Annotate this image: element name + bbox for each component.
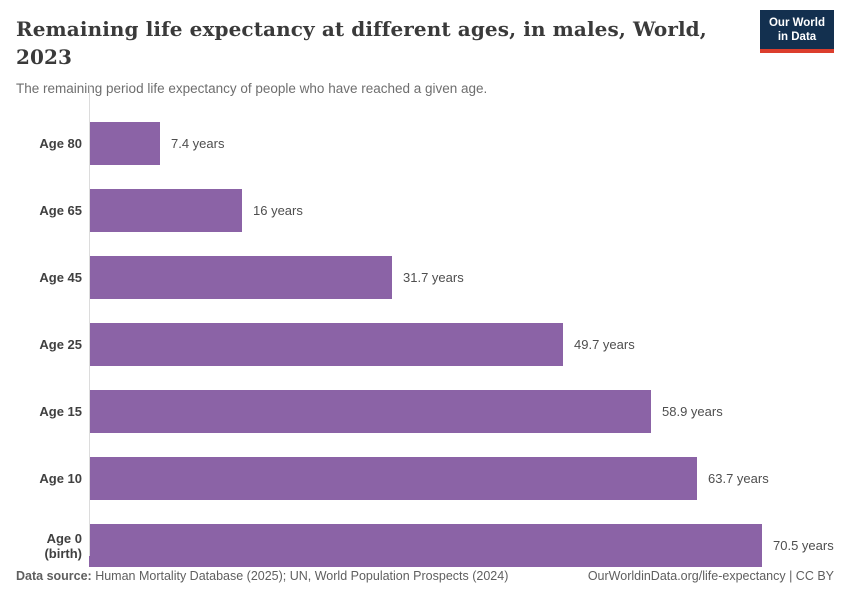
chart-subtitle: The remaining period life expectancy of … xyxy=(16,81,488,96)
chart-rows: Age 80 7.4 years Age 65 16 years Age 45 31.7 … xyxy=(14,110,850,579)
chart-header: Remaining life expectancy at different a… xyxy=(0,0,850,97)
value-label: 63.7 years xyxy=(708,471,769,486)
value-label: 70.5 years xyxy=(773,538,834,553)
owid-url-license[interactable]: OurWorldinData.org/life-expectancy | CC … xyxy=(587,569,834,583)
value-label: 7.4 years xyxy=(171,136,225,151)
category-label: Age 65 xyxy=(39,203,82,218)
chart-title: Remaining life expectancy at different a… xyxy=(16,17,707,69)
bar-track: 63.7 years xyxy=(89,457,850,500)
chart-row: Age 15 58.9 years xyxy=(14,378,850,445)
owid-logo-line1: Our World xyxy=(768,17,825,29)
chart-row: Age 65 16 years xyxy=(14,177,850,244)
bar-chart: Age 80 7.4 years Age 65 16 years Age 45 31.7 … xyxy=(0,110,850,579)
category-label: Age 10 xyxy=(39,471,82,486)
data-source-note: Data source: Human Mortality Database (2… xyxy=(16,569,508,584)
bar[interactable] xyxy=(89,390,651,433)
category-label: Age 15 xyxy=(39,404,82,419)
bar-track: 58.9 years xyxy=(89,390,850,433)
bar-track: 49.7 years xyxy=(89,323,850,366)
bar[interactable] xyxy=(89,457,697,500)
bar[interactable] xyxy=(89,189,242,232)
owid-logo-line2: in Data xyxy=(777,31,817,43)
data-source-text: Human Mortality Database (2025); UN, Wor… xyxy=(91,569,509,583)
bar[interactable] xyxy=(89,524,762,567)
bar-track: 7.4 years xyxy=(89,122,850,165)
chart-footer: Data source: Human Mortality Database (2… xyxy=(16,569,834,584)
category-label: Age 25 xyxy=(39,337,82,352)
category-label: Age 80 xyxy=(39,136,82,151)
value-label: 49.7 years xyxy=(574,337,635,352)
value-label: 58.9 years xyxy=(662,404,723,419)
category-label: Age 45 xyxy=(39,270,82,285)
bar-track: 70.5 years xyxy=(89,524,850,567)
owid-logo[interactable]: Our World in Data xyxy=(760,10,834,53)
value-label: 16 years xyxy=(253,203,303,218)
chart-row: Age 25 49.7 years xyxy=(14,311,850,378)
chart-row: Age 45 31.7 years xyxy=(14,244,850,311)
data-source-label: Data source: xyxy=(16,569,92,583)
bar[interactable] xyxy=(89,122,160,165)
chart-row: Age 0 (birth) 70.5 years xyxy=(14,512,850,579)
category-label: Age 0 (birth) xyxy=(44,530,82,561)
chart-row: Age 10 63.7 years xyxy=(14,445,850,512)
chart-row: Age 80 7.4 years xyxy=(14,110,850,177)
bar-track: 31.7 years xyxy=(89,256,850,299)
bar-track: 16 years xyxy=(89,189,850,232)
value-label: 31.7 years xyxy=(403,270,464,285)
y-axis-line xyxy=(89,85,90,556)
bar[interactable] xyxy=(89,323,563,366)
bar[interactable] xyxy=(89,256,392,299)
